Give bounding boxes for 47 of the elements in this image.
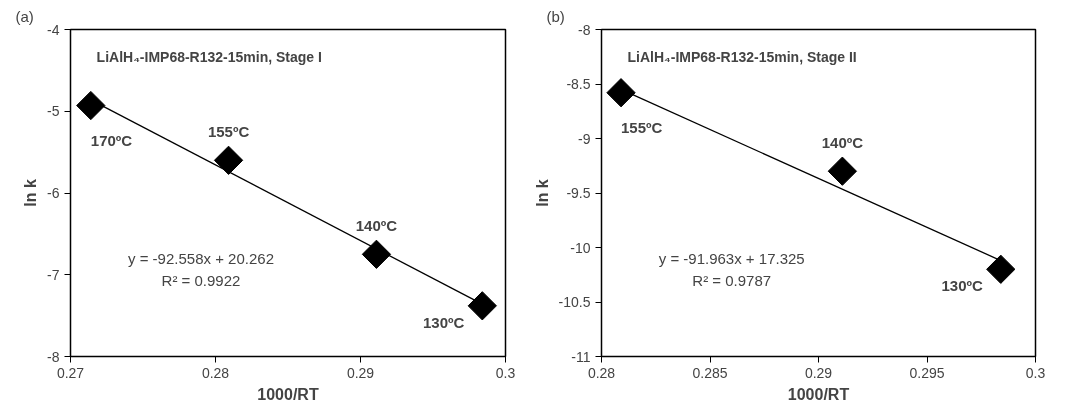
y-tick-label: -4 bbox=[47, 21, 60, 38]
x-tick-label: 0.27 bbox=[56, 364, 85, 381]
x-tick-label: 0.28 bbox=[587, 364, 616, 381]
point bbox=[213, 145, 244, 175]
x-tick-label: 0.28 bbox=[201, 364, 230, 381]
y-tick-label: -8 bbox=[578, 21, 591, 38]
x-tick-label: 0.29 bbox=[804, 364, 833, 381]
y-tick-label: -7 bbox=[47, 266, 60, 283]
point bbox=[827, 156, 858, 186]
text: LiAlH₄-IMP68-R132-15min, Stage II bbox=[627, 49, 857, 66]
y-tick-label: -9.5 bbox=[566, 185, 591, 201]
y-tick-label: -8 bbox=[47, 348, 60, 365]
annotation: y = -91.963x + 17.325 bbox=[658, 249, 805, 267]
annotation: 155ºC bbox=[621, 118, 663, 136]
annotation: 170ºC bbox=[90, 131, 133, 149]
x-axis-title: 1000/RT bbox=[787, 385, 850, 403]
annotation: 140ºC bbox=[355, 217, 398, 235]
point bbox=[606, 78, 636, 108]
text: LiAlH₄-IMP68-R132-15min, Stage I bbox=[96, 49, 322, 66]
y-axis-title: ln k bbox=[533, 179, 551, 207]
annotation: 155ºC bbox=[207, 123, 250, 141]
y-tick-label: -8.5 bbox=[566, 76, 591, 92]
y-tick-label: -9 bbox=[578, 130, 591, 147]
chart-title: (b) bbox=[546, 7, 565, 25]
y-tick-label: -5 bbox=[47, 103, 60, 120]
chart-title: (a) bbox=[15, 7, 34, 25]
x-tick-label: 0.3 bbox=[1025, 364, 1046, 381]
y-tick-label: -10.5 bbox=[558, 294, 591, 310]
x-tick-label: 0.3 bbox=[495, 364, 516, 381]
annotation: 130ºC bbox=[941, 277, 983, 295]
point bbox=[361, 239, 392, 269]
point bbox=[986, 254, 1016, 284]
y-axis-title: ln k bbox=[22, 179, 40, 207]
y-tick-label: -6 bbox=[47, 185, 60, 201]
annotation: y = -92.558x + 20.262 bbox=[128, 249, 274, 267]
annotation: 140ºC bbox=[821, 134, 864, 152]
annotation: R² = 0.9922 bbox=[161, 271, 241, 289]
point bbox=[467, 291, 497, 321]
point bbox=[76, 90, 106, 121]
x-axis-title: 1000/RT bbox=[257, 385, 319, 403]
x-tick-label: 0.285 bbox=[692, 364, 728, 381]
x-tick-label: 0.295 bbox=[909, 364, 945, 381]
y-tick-label: -11 bbox=[571, 348, 591, 365]
x-tick-label: 0.29 bbox=[346, 364, 375, 381]
y-tick-label: -10 bbox=[570, 239, 591, 256]
annotation: R² = 0.9787 bbox=[692, 271, 772, 289]
annotation: 130ºC bbox=[422, 313, 465, 331]
